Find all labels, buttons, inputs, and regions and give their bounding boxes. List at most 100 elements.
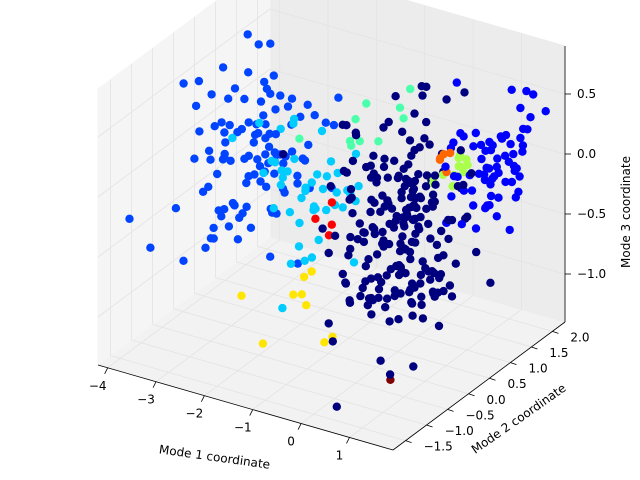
scatter-point [347,141,356,150]
scatter-point [411,238,420,247]
scatter-point [391,92,400,101]
scatter-point [373,273,383,282]
scatter-point [467,186,477,195]
scatter-point [332,402,341,411]
scatter-point [207,90,216,99]
scatter-point [456,146,465,155]
x-tick-label: 1 [336,449,344,463]
scatter-point [293,259,302,268]
scatter-point [380,154,389,163]
scatter-point [345,296,354,305]
scatter-point [390,156,399,165]
scatter-point [416,270,426,280]
grid-line-y [194,292,490,379]
scatter-point [204,146,214,155]
scatter-point [416,279,425,288]
scatter-point [361,262,370,271]
scatter-point [444,234,453,244]
scatter-point [492,212,501,221]
scatter-point [293,171,302,180]
scatter-point [276,91,285,100]
scatter-point [501,130,511,140]
scatter-point [206,155,215,164]
scatter-point [266,89,275,99]
scatter-point [295,218,304,228]
scatter-point [384,117,393,127]
scatter-point [541,107,550,116]
scatter-point [439,286,448,296]
scatter-point [356,291,365,301]
scatter-point [432,240,442,250]
scatter-point [441,162,450,171]
scatter-point [369,151,378,160]
scatter-point [266,39,275,48]
scatter-point [477,154,486,164]
scatter-point [409,362,418,371]
scatter-point [213,169,222,179]
scatter-point [481,204,490,213]
z-tick-label: −0.5 [577,207,606,221]
scatter-point [318,184,328,194]
scatter-point [270,148,279,157]
y-tick [552,330,559,334]
grid-line-x [107,239,280,369]
scatter-point [449,172,459,181]
scatter-point [422,82,431,92]
scatter-point [258,339,268,348]
scatter-point [421,264,430,273]
scatter-point [417,292,426,301]
scatter-point [414,170,423,179]
x-tick [249,409,254,416]
scatter-point [287,147,297,156]
scatter-point [422,204,431,213]
scatter-point [457,220,466,229]
scatter-point [391,216,400,225]
scatter-point [351,131,361,140]
scatter-point [195,127,204,136]
grid-line-x [252,281,425,410]
scatter-point [452,78,461,87]
scatter-point [442,95,451,104]
scatter-point [310,111,319,120]
grid-line-x [300,295,474,424]
scatter-point [290,154,299,164]
scatter-point [217,118,226,127]
scatter-point [409,215,418,225]
scatter-point [385,317,394,326]
scatter-point [338,203,347,212]
scatter-point [516,103,525,113]
scatter-point [209,223,218,233]
scatter-point [321,118,330,127]
scatter-point [286,259,296,268]
scatter-point [467,169,476,178]
scatter-point [522,86,531,96]
scatter-point [507,85,516,95]
scatter-point [322,172,332,181]
scatter-point [313,170,322,179]
scatter-point [302,301,311,310]
scatter-point [471,224,481,233]
scatter-point [471,128,480,138]
scatter-point [469,142,478,151]
scatter-point [326,182,335,191]
scatter-point [198,187,208,196]
scatter-point [311,214,320,223]
scatter-point [447,292,457,301]
scatter-point [267,156,276,166]
scatter-point [326,157,336,166]
scatter-point [224,222,234,231]
y-tick-label: 1.5 [549,346,568,360]
scatter-point [269,71,278,80]
scatter-point [523,125,532,134]
scatter-point [346,244,355,254]
scatter-point [447,215,457,225]
scatter-point [390,291,399,301]
scatter-point [228,133,237,143]
scatter-point [334,93,343,102]
grid-line-z [269,8,566,95]
scatter-point [386,265,395,274]
scatter-point [237,291,246,300]
scatter-point [425,140,434,149]
scatter-point [287,94,297,103]
